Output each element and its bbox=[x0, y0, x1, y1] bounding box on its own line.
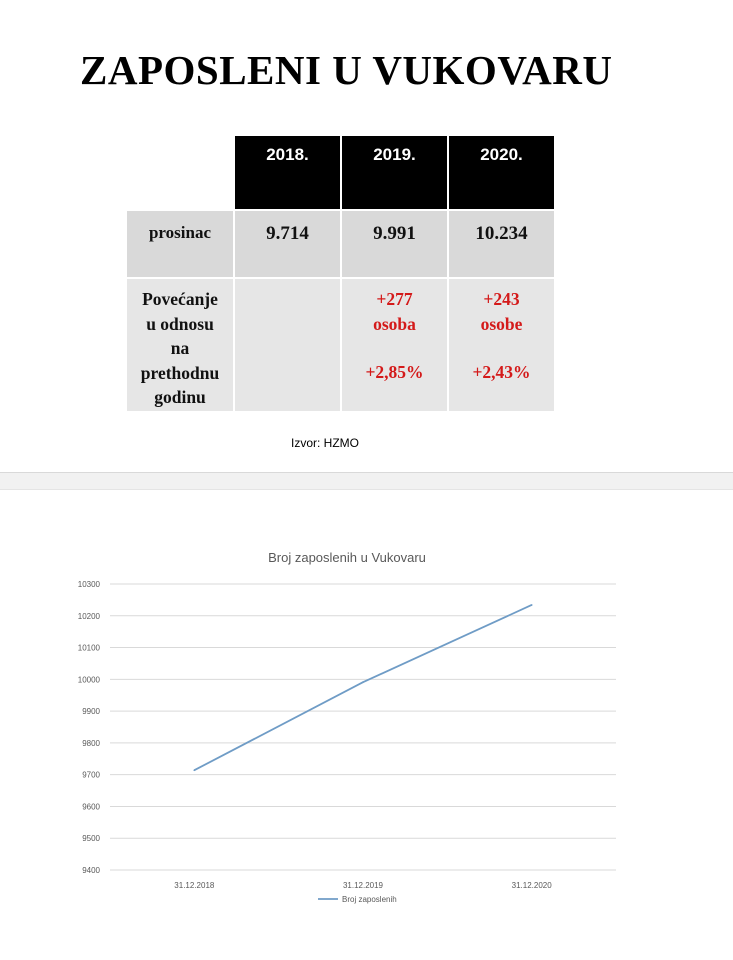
table-row-increase: Povećanje u odnosu na prethodnu godinu +… bbox=[127, 279, 554, 411]
source-note: Izvor: HZMO bbox=[291, 436, 359, 450]
y-tick-label: 10100 bbox=[78, 644, 101, 653]
y-tick-label: 9500 bbox=[82, 834, 100, 843]
row-label-increase: Povećanje u odnosu na prethodnu godinu bbox=[127, 279, 233, 411]
table-cell-value: 9.991 bbox=[342, 211, 447, 277]
page-title: ZAPOSLENI U VUKOVARU bbox=[80, 47, 613, 93]
y-tick-label: 10000 bbox=[78, 675, 101, 684]
x-tick-label: 31.12.2018 bbox=[174, 881, 215, 890]
legend-label: Broj zaposlenih bbox=[342, 895, 397, 904]
x-tick-label: 31.12.2019 bbox=[343, 881, 384, 890]
table-cell-increase bbox=[235, 279, 340, 411]
label-line: godinu bbox=[154, 387, 206, 407]
employment-table: 2018. 2019. 2020. prosinac 9.714 9.991 1… bbox=[125, 134, 556, 413]
label-line: u odnosu bbox=[146, 313, 214, 334]
y-tick-label: 10300 bbox=[78, 580, 101, 589]
y-tick-label: 9800 bbox=[82, 739, 100, 748]
label-line: prethodnu bbox=[140, 362, 220, 383]
table-cell-increase: +277 osoba +2,85% bbox=[342, 279, 447, 411]
table-cell-value: 9.714 bbox=[235, 211, 340, 277]
increase-unit: osobe bbox=[480, 313, 523, 334]
y-tick-label: 9400 bbox=[82, 866, 100, 875]
series-line bbox=[193, 604, 533, 772]
header-year: 2018. bbox=[235, 136, 340, 209]
slide-bottom bbox=[0, 490, 733, 960]
data-point bbox=[362, 681, 364, 684]
increase-percent: +2,85% bbox=[365, 362, 424, 382]
x-tick-label: 31.12.2020 bbox=[512, 881, 553, 890]
chart-title: Broj zaposlenih u Vukovaru bbox=[268, 550, 426, 565]
table-cell-value: 10.234 bbox=[449, 211, 554, 277]
header-corner bbox=[127, 136, 233, 209]
increase-unit: osoba bbox=[373, 313, 416, 334]
increase-percent: +2,43% bbox=[472, 362, 531, 382]
increase-count: +277 bbox=[376, 289, 413, 309]
y-tick-label: 9700 bbox=[82, 771, 100, 780]
table-header-row: 2018. 2019. 2020. bbox=[127, 136, 554, 209]
table-cell-increase: +243 osobe +2,43% bbox=[449, 279, 554, 411]
y-tick-label: 9900 bbox=[82, 707, 100, 716]
label-line: na bbox=[170, 338, 190, 358]
y-tick-label: 10200 bbox=[78, 612, 101, 621]
increase-count: +243 bbox=[483, 289, 520, 309]
employment-line-chart: Broj zaposlenih u Vukovaru 9400 9500 9600 9… bbox=[78, 550, 616, 904]
y-tick-label: 9600 bbox=[82, 802, 100, 811]
table-row-december: prosinac 9.714 9.991 10.234 bbox=[127, 211, 554, 277]
page-separator bbox=[0, 472, 733, 490]
header-year: 2020. bbox=[449, 136, 554, 209]
header-year: 2019. bbox=[342, 136, 447, 209]
label-line: Povećanje bbox=[142, 289, 218, 309]
data-point bbox=[530, 604, 533, 606]
row-label-december: prosinac bbox=[127, 211, 233, 277]
data-point bbox=[193, 769, 196, 772]
